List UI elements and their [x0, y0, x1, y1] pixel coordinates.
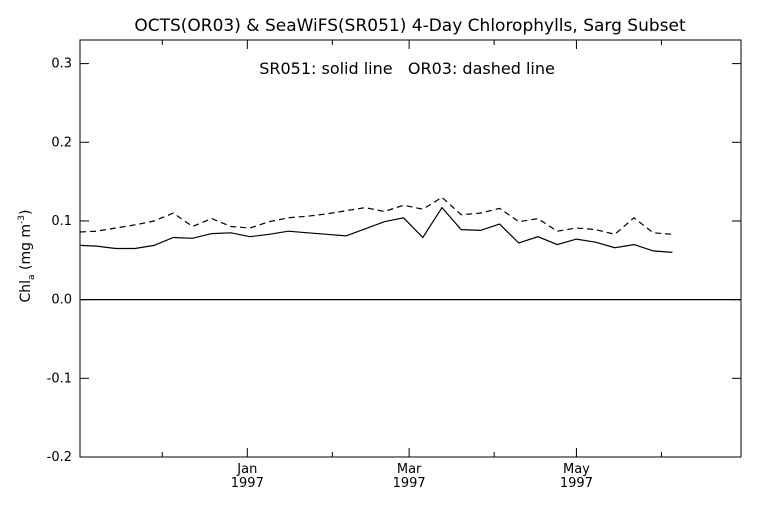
series-line-sr051: [79, 206, 673, 253]
x-tick-label-month: May: [563, 462, 590, 477]
x-tick-label-month: Jan: [236, 462, 257, 477]
series-annotation: SR051: solid line OR03: dashed line: [259, 59, 555, 78]
plot-border: [79, 39, 742, 458]
x-tick-label-year: 1997: [393, 476, 426, 491]
chart-title: OCTS(OR03) & SeaWiFS(SR051) 4-Day Chloro…: [134, 16, 686, 36]
plot-frame: [79, 39, 742, 458]
y-tick-label: 0.2: [51, 135, 72, 150]
x-tick-label-month: Mar: [397, 462, 422, 477]
x-tick-label-year: 1997: [231, 476, 264, 491]
series-layer: [79, 196, 673, 253]
y-tick-label: -0.2: [47, 450, 72, 465]
y-tick-label: -0.1: [47, 371, 72, 386]
x-tick-label-year: 1997: [560, 476, 593, 491]
y-axis: 0.3 0.2 0.1 0.0 -0.1 -0.2: [47, 57, 741, 465]
y-axis-label: Chla (mg m-3): [17, 209, 37, 302]
y-tick-label: 0.1: [51, 214, 72, 229]
y-tick-label: 0.3: [51, 57, 72, 72]
y-tick-label: 0.0: [51, 293, 72, 308]
series-line-or03: [79, 196, 673, 235]
